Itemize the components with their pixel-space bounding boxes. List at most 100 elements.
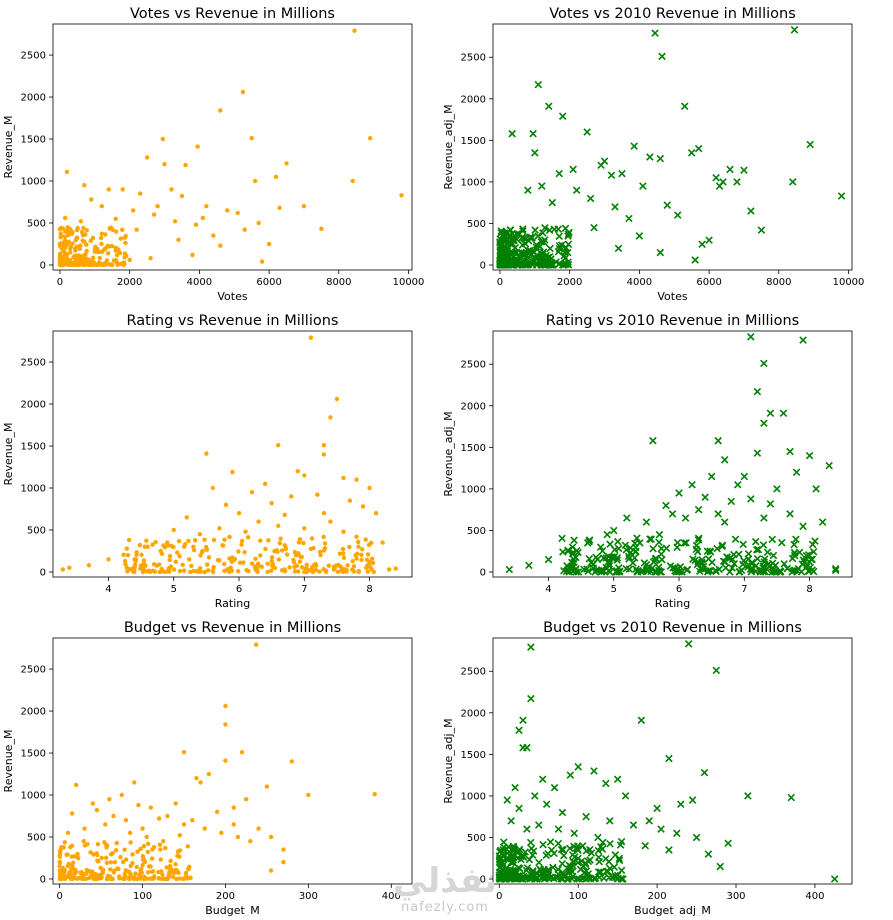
data-point [256,519,261,524]
data-point [296,569,301,574]
data-point [558,808,567,817]
data-point [755,566,764,575]
x-axis-label: Rating [215,597,250,610]
data-point [243,797,249,802]
data-point [578,842,587,850]
data-point [555,169,563,178]
data-point [539,229,547,237]
data-point [546,244,554,253]
y-axis-label: Revenue_adj_M [442,104,455,189]
data-point [190,252,195,258]
data-point [265,561,270,566]
data-point [152,874,157,879]
data-point [163,845,168,851]
data-point [108,262,114,268]
data-point [340,546,346,552]
data-point [513,261,521,269]
data-point-cluster [495,838,627,883]
x-axis: 0 100 200 300 400 [56,884,401,902]
data-point [540,865,548,874]
data-point [368,540,374,546]
data-point [268,868,274,873]
data-point [75,225,80,231]
data-point [499,257,507,265]
data-point [731,535,740,544]
data-point [658,52,666,61]
data-point [626,548,635,557]
data-point [206,555,212,560]
data-point [532,261,541,269]
data-point [313,567,319,573]
data-point [130,852,135,857]
data-point [295,469,300,474]
data-point [133,557,139,562]
data-point [205,568,211,573]
data-point [321,510,327,516]
data-point [150,869,156,874]
data-point [496,854,504,862]
data-point [682,539,690,547]
data-point [367,485,372,491]
data-point [177,568,183,574]
y-tick-label: 0 [40,260,46,271]
data-point [779,409,788,418]
y-tick-label: 2500 [21,51,46,62]
data-point [744,792,752,800]
y-tick-label: 2500 [461,360,486,371]
data-point [173,862,178,867]
data-point [223,502,229,507]
data-point [80,876,86,882]
data-point [162,162,167,167]
data-point [712,666,721,675]
data-point [138,876,143,881]
data-point [108,876,113,882]
data-point [75,236,80,241]
data-point [518,249,526,258]
data-point [753,387,762,396]
data-point [569,548,577,557]
data-point [140,569,146,575]
x-tick-label: 200 [648,891,667,902]
data-point [169,187,174,192]
data-point [522,866,531,875]
data-point [511,868,519,877]
data-point [317,549,323,555]
data-point [157,569,162,575]
data-point [189,563,194,569]
data-point [335,569,341,575]
data-point [680,102,689,111]
data-point [183,870,189,876]
data-point [777,567,785,576]
data-point [108,852,114,857]
x-tick-label: 2000 [117,277,142,288]
data-point [103,855,109,861]
data-point [564,546,572,555]
data-point [531,792,539,800]
data-point [78,219,84,224]
data-point [95,842,101,847]
data-point [496,874,504,883]
x-tick-label: 4000 [187,277,212,288]
data-point [586,194,595,203]
data-point-cluster [496,224,573,269]
data-point [175,550,180,555]
data-point [82,826,87,831]
data-point [89,872,95,877]
data-point [70,862,75,868]
data-point [114,840,119,846]
data-point [753,554,762,563]
data-point [144,538,149,543]
data-point [602,855,610,863]
data-point [231,805,236,810]
data-point [769,551,778,560]
data-point [740,472,749,481]
x-tick-label: 7 [301,584,307,595]
data-point [160,872,165,877]
data-point [760,555,769,563]
data-point [621,792,630,800]
x-tick-label: 2000 [557,277,582,288]
data-point [123,868,128,873]
data-point [539,840,547,849]
data-point [728,564,736,572]
data-point [324,569,329,575]
